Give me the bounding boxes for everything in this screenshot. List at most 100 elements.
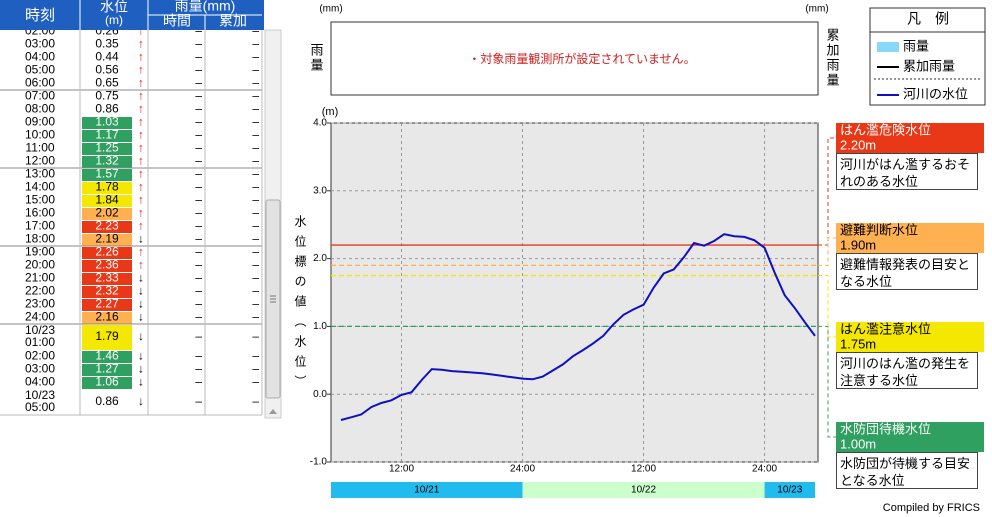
y-tick-label: -1.0 — [310, 457, 328, 468]
level-cell — [82, 364, 132, 376]
row-trend: ↓ — [138, 329, 144, 343]
level-cell — [82, 325, 132, 350]
row-time: 06:00 — [25, 76, 55, 90]
row-trend: ↓ — [138, 362, 144, 376]
row-total: – — [252, 167, 259, 181]
date-label: 10/23 — [777, 485, 802, 496]
row-level: 2.16 — [95, 310, 119, 324]
level-cell — [82, 247, 132, 259]
threshold-box — [836, 422, 984, 452]
x-tick-label: 12:00 — [631, 464, 656, 475]
legend-label: 河川の水位 — [903, 86, 968, 101]
y-tick-label: 2.0 — [313, 253, 327, 264]
row-level: 0.26 — [95, 24, 119, 38]
row-date: 10/23 — [25, 388, 55, 402]
row-trend: ↑ — [138, 141, 144, 155]
header-rain-total: 累加 — [219, 13, 247, 29]
rain-message: ・対象雨量観測所が設定されていません。 — [468, 51, 695, 66]
row-level: 1.27 — [95, 362, 119, 376]
row-trend: ↑ — [138, 37, 144, 51]
row-level: 1.03 — [95, 115, 119, 129]
row-time: 18:00 — [25, 232, 55, 246]
level-cell — [82, 286, 132, 298]
y-tick-label: 0.0 — [313, 389, 327, 400]
rain-panel — [330, 21, 819, 96]
row-trend: ↑ — [138, 63, 144, 77]
row-rain: – — [195, 329, 202, 343]
row-total: – — [252, 50, 259, 64]
row-trend: ↑ — [138, 180, 144, 194]
water-level-line — [340, 233, 816, 421]
row-total: – — [252, 258, 259, 272]
row-trend: ↑ — [138, 128, 144, 142]
row-total: – — [252, 232, 259, 246]
row-level: 1.84 — [95, 193, 119, 207]
row-level: 1.57 — [95, 167, 119, 181]
level-cell — [82, 130, 132, 142]
row-total: – — [252, 219, 259, 233]
level-cell — [82, 273, 132, 285]
row-trend: ↑ — [138, 154, 144, 168]
legend-label: 雨量 — [903, 38, 929, 53]
row-rain: – — [195, 375, 202, 389]
row-total: – — [252, 76, 259, 90]
row-level: 0.86 — [95, 394, 119, 408]
header-time: 時刻 — [25, 7, 55, 24]
row-level: 2.19 — [95, 232, 119, 246]
row-level: 0.44 — [95, 50, 119, 64]
row-total: – — [252, 362, 259, 376]
row-time: 02:00 — [25, 349, 55, 363]
row-rain: – — [195, 63, 202, 77]
plot-area — [330, 122, 819, 463]
row-level: 1.25 — [95, 141, 119, 155]
legend-swatch — [877, 42, 899, 52]
row-time: 24:00 — [25, 310, 55, 324]
legend-label: 累加雨量 — [903, 58, 955, 73]
row-total: – — [252, 102, 259, 116]
date-label: 10/21 — [414, 485, 439, 496]
row-level: 2.33 — [95, 271, 119, 285]
date-band — [764, 482, 815, 498]
row-total: – — [252, 154, 259, 168]
row-rain: – — [195, 297, 202, 311]
row-trend: ↓ — [138, 375, 144, 389]
rain-label-right: 累加雨量 — [825, 28, 840, 88]
row-trend: ↑ — [138, 193, 144, 207]
row-total: – — [252, 128, 259, 142]
threshold-description: 河川がはん濫するおそれのある水位 — [836, 153, 978, 190]
threshold-name: はん濫注意水位 — [840, 321, 931, 336]
row-rain: – — [195, 232, 202, 246]
row-level: 2.02 — [95, 206, 119, 220]
row-time: 03:00 — [25, 362, 55, 376]
row-level: 1.06 — [95, 375, 119, 389]
threshold-description: 水防団が待機する目安となる水位 — [836, 452, 978, 489]
row-trend: ↓ — [138, 271, 144, 285]
row-total: – — [252, 284, 259, 298]
row-rain: – — [195, 193, 202, 207]
row-rain: – — [195, 206, 202, 220]
scroll-arrow[interactable] — [269, 409, 277, 414]
row-rain: – — [195, 245, 202, 259]
row-rain: – — [195, 258, 202, 272]
row-total: – — [252, 193, 259, 207]
row-rain: – — [195, 362, 202, 376]
row-level: 1.17 — [95, 128, 119, 142]
date-band — [331, 482, 523, 498]
row-rain: – — [195, 154, 202, 168]
row-total: – — [252, 297, 259, 311]
row-total: – — [252, 89, 259, 103]
y-tick-label: 4.0 — [313, 118, 327, 129]
rain-unit-left: (mm) — [319, 4, 342, 15]
row-time: 05:00 — [25, 63, 55, 77]
row-total: – — [252, 245, 259, 259]
row-time: 21:00 — [25, 271, 55, 285]
row-level: 0.35 — [95, 37, 119, 51]
row-rain: – — [195, 89, 202, 103]
row-trend: ↑ — [138, 219, 144, 233]
footer: Compiled by FRICS — [883, 502, 980, 514]
row-time: 04:00 — [25, 50, 55, 64]
header-level: 水位 — [100, 0, 128, 15]
threshold-name: 水防団待機水位 — [840, 421, 931, 436]
threshold-connector — [818, 137, 836, 246]
row-level: 0.56 — [95, 63, 119, 77]
